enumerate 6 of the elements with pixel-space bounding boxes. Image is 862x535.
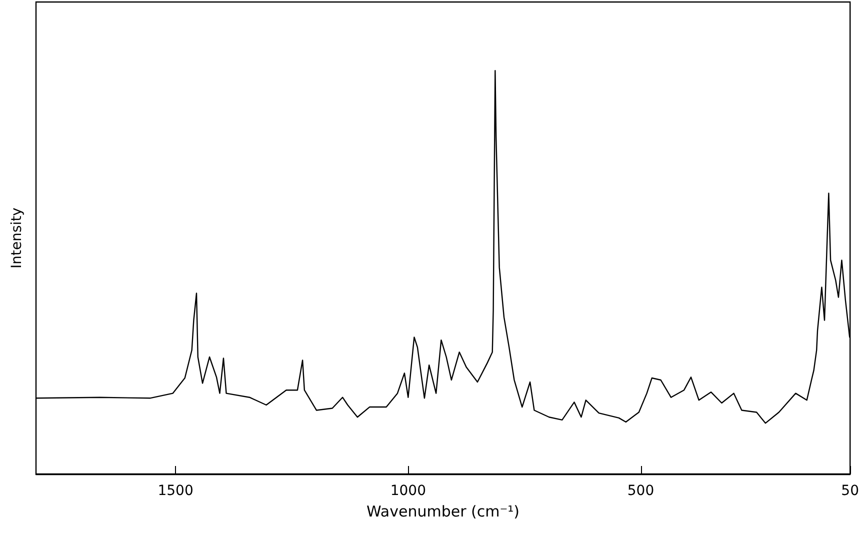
y-axis-title: Intensity	[9, 208, 25, 268]
x-tick-label: 500	[627, 483, 654, 499]
x-tick-label: 50	[841, 483, 860, 499]
x-tick-label: 1000	[390, 483, 426, 499]
x-tick-label: 1500	[158, 483, 194, 499]
x-axis-title: Wavenumber (cm⁻¹)	[366, 502, 520, 520]
